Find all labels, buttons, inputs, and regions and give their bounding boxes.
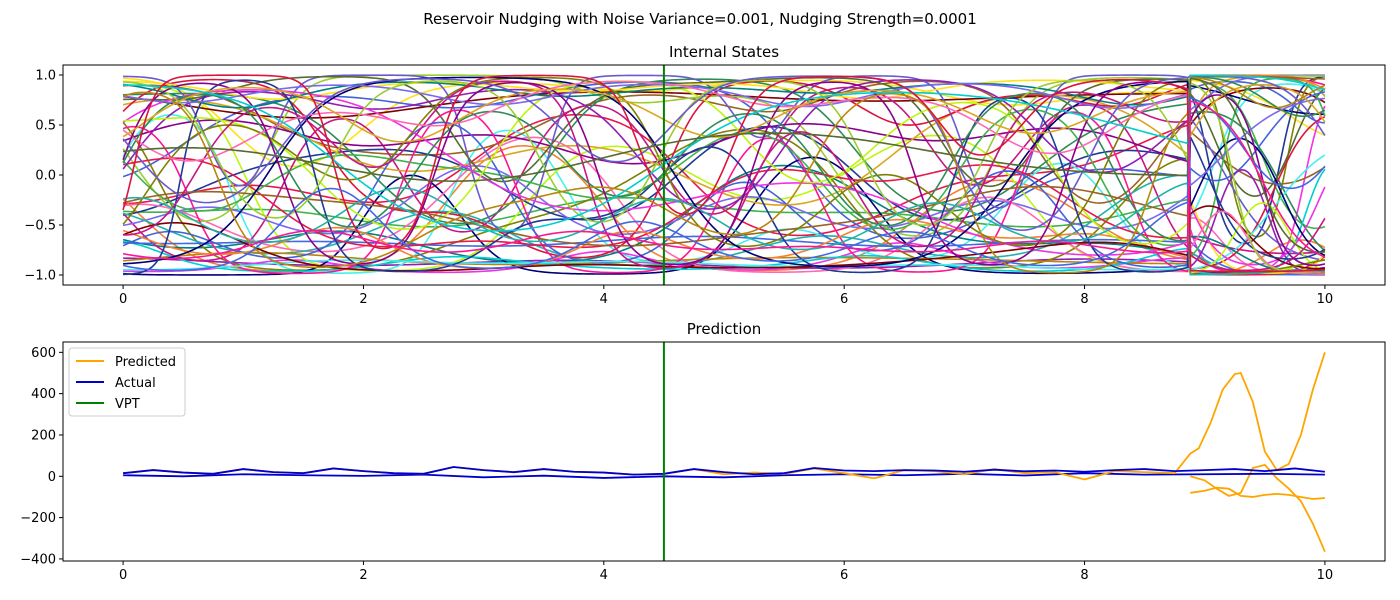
internal-states-xtick-label: 2 [359,292,367,307]
prediction-ytick-label: 200 [31,428,56,443]
internal-state-line [123,74,1326,232]
prediction-ticks: 0 2 4 6 8 10 600 400 200 0 −200 −400 [20,346,1333,583]
internal-states-xtick-label: 0 [119,292,127,307]
predicted-lower-b-line [1190,463,1326,553]
internal-states-axes: Internal States 0 2 4 6 8 10 1.0 0.5 0.0 −0.5 −1.0 [24,43,1386,308]
internal-state-line [122,74,1326,270]
internal-state-line [123,79,1326,276]
internal-state-line [122,96,1326,272]
internal-states-ytick-label: 1.0 [35,69,56,84]
internal-states-ytick-label: 0.5 [35,119,56,134]
predicted-lower-a-line [1190,486,1325,500]
internal-state-line [122,181,1325,276]
prediction-title: Prediction [687,320,762,338]
internal-state-line [122,74,1326,231]
prediction-axes: Prediction 0 2 4 6 8 10 600 400 200 0 −200 −400 Pre… [20,320,1386,583]
internal-state-line [123,78,1326,230]
internal-state-line [122,83,1325,187]
legend-label-predicted: Predicted [115,355,176,370]
internal-state-line [122,157,1326,276]
prediction-ytick-label: −200 [20,511,56,526]
internal-state-line [122,119,1326,275]
internal-states-xtick-label: 8 [1080,292,1088,307]
internal-state-line [122,80,1325,275]
legend-label-vpt: VPT [115,397,140,412]
prediction-ytick-label: −400 [20,552,56,567]
internal-state-line [122,205,1325,272]
internal-state-line [122,83,1326,143]
internal-state-line [123,77,1325,253]
internal-states-title: Internal States [669,43,779,61]
figure-suptitle: Reservoir Nudging with Noise Variance=0.… [423,10,977,28]
prediction-xtick-label: 2 [359,568,367,583]
internal-state-line [122,75,1326,245]
internal-state-line [122,100,1326,260]
prediction-frame [62,341,1386,562]
actual-lower-line [123,472,1325,479]
prediction-xtick-label: 10 [1317,568,1334,583]
internal-states-xtick-label: 4 [600,292,608,307]
internal-states-ytick-label: 0.0 [35,169,56,184]
internal-states-xtick-label: 10 [1317,292,1334,307]
prediction-xtick-label: 6 [840,568,848,583]
internal-state-line [123,84,1325,276]
internal-state-line [123,80,1326,274]
internal-states-ytick-label: −0.5 [24,219,56,234]
prediction-ytick-label: 600 [31,346,56,361]
internal-state-line [122,74,1325,273]
prediction-xtick-label: 4 [600,568,608,583]
legend-box [68,347,186,417]
internal-state-line [122,75,1326,206]
prediction-xtick-label: 0 [119,568,127,583]
actual-line [122,466,1326,476]
internal-state-line [123,76,1326,268]
internal-states-ytick-label: −1.0 [24,269,56,284]
internal-states-xtick-label: 6 [840,292,848,307]
prediction-series-group [122,342,1326,561]
internal-state-line [122,74,1325,235]
internal-state-line [122,91,1326,269]
internal-states-ticks: 0 2 4 6 8 10 1.0 0.5 0.0 −0.5 −1.0 [24,69,1333,308]
prediction-ytick-label: 400 [31,387,56,402]
internal-state-line [122,136,1325,275]
internal-state-line [122,81,1326,267]
internal-states-series-group [122,74,1326,276]
prediction-ytick-label: 0 [48,470,56,485]
legend-label-actual: Actual [115,376,156,391]
predicted-line [122,352,1326,481]
prediction-legend: Predicted Actual VPT [68,347,186,417]
prediction-xtick-label: 8 [1080,568,1088,583]
internal-state-line [122,75,1326,242]
internal-state-line [122,89,1326,266]
